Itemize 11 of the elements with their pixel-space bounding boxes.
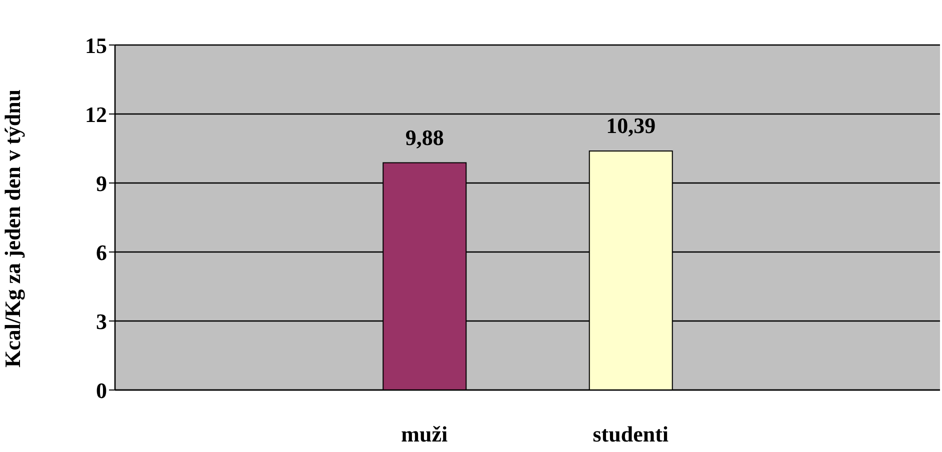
y-tick-label: 3 xyxy=(96,308,107,334)
x-tick-label: muži xyxy=(401,422,448,447)
y-tick-label: 6 xyxy=(96,240,107,265)
y-axis-title: Kcal/Kg za jeden den v týdnu xyxy=(0,89,25,368)
y-tick-label: 12 xyxy=(85,102,107,127)
y-tick-label: 0 xyxy=(96,378,107,403)
data-label: 9,88 xyxy=(405,124,444,150)
y-tick-label: 9 xyxy=(96,170,107,196)
y-tick-label: 15 xyxy=(85,32,107,58)
data-label: 10,39 xyxy=(606,113,656,138)
x-tick-label: studenti xyxy=(592,422,669,447)
